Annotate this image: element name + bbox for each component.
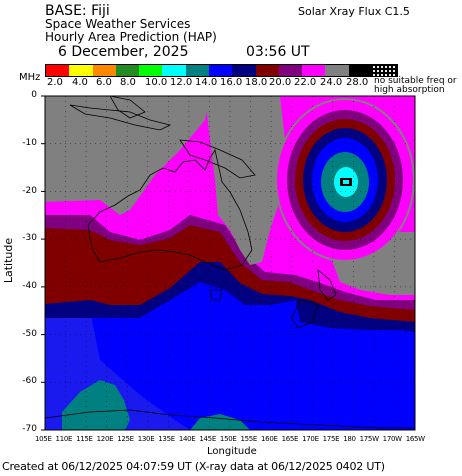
- y-axis-title: Latitude: [2, 237, 16, 284]
- x-axis-title: Longitude: [207, 446, 257, 457]
- forecast-time: 03:56 UT: [246, 44, 310, 60]
- teal-patch-east: [190, 414, 250, 430]
- gray-region-north-australia: [205, 96, 285, 265]
- product-label: Solar Xray Flux C1.5: [298, 5, 410, 18]
- legend-swatch: [302, 65, 326, 76]
- legend-unit-label: MHz: [19, 72, 41, 83]
- xtick-label: 145E: [199, 435, 216, 443]
- ytick-label-5: -50: [22, 329, 37, 339]
- plot-frame: [44, 95, 416, 431]
- xtick-label: 150E: [219, 435, 237, 443]
- ytick-label-7: -70: [22, 424, 37, 434]
- legend-label-12: 28.0: [346, 77, 369, 88]
- no-freq-swatch: [371, 64, 398, 77]
- legend-label-3: 8.0: [120, 77, 136, 88]
- legend-label-0: 2.0: [47, 77, 63, 88]
- legend-swatch: [162, 65, 186, 76]
- fiji-base-marker: [340, 178, 352, 186]
- xtick-label: 130E: [137, 435, 155, 443]
- legend-label-2: 6.0: [96, 77, 112, 88]
- new-zealand-north-coastline: [317, 269, 337, 301]
- purple-band: [45, 215, 415, 310]
- legend-swatch: [208, 65, 233, 76]
- legend-label-9: 20.0: [269, 77, 292, 88]
- legend-label-1: 4.0: [72, 77, 88, 88]
- legend-swatch: [46, 65, 70, 76]
- xtick-label: 160E: [261, 435, 278, 443]
- borneo-coastline: [109, 96, 146, 119]
- legend-swatch: [348, 65, 372, 76]
- antarctica-coastline: [45, 409, 415, 429]
- legend-swatch: [278, 65, 303, 76]
- indonesia-coastline: [69, 104, 172, 131]
- legend-swatch: [325, 65, 349, 76]
- product-name: Hourly Area Prediction (HAP): [45, 30, 217, 44]
- legend-label-10: 22.0: [294, 77, 317, 88]
- legend-label-5: 12.0: [170, 77, 193, 88]
- new-zealand-south-coastline: [291, 299, 319, 329]
- legend-swatch: [69, 65, 93, 76]
- legend-label-4: 10.0: [145, 77, 168, 88]
- xtick-label: 120E: [96, 435, 114, 443]
- xtick-label: 165W: [405, 435, 425, 443]
- australia-coastline: [87, 148, 253, 271]
- ytick-label-0: 0: [31, 90, 37, 100]
- legend-note-line2: high absorption: [374, 85, 445, 95]
- xtick-label: 180: [343, 435, 356, 443]
- ytick-label-4: -40: [22, 281, 37, 291]
- legend-note-line1: no suitable freq or: [374, 76, 457, 86]
- legend-swatch: [255, 65, 279, 76]
- xtick-label: 105E: [35, 435, 52, 443]
- xtick-label: 170W: [382, 435, 402, 443]
- xtick-label: 110E: [55, 435, 73, 443]
- legend-swatch: [115, 65, 140, 76]
- legend-swatch: [139, 65, 163, 76]
- maroon-band: [45, 225, 415, 322]
- legend-label-6: 14.0: [195, 77, 218, 88]
- legend-label-11: 24.0: [320, 77, 343, 88]
- ytick-label-3: -30: [22, 233, 37, 243]
- legend-swatch: [92, 65, 116, 76]
- xtick-label: 165E: [281, 435, 299, 443]
- new-guinea-coastline: [179, 139, 256, 179]
- ytick-label-6: -60: [22, 376, 37, 386]
- xtick-label: 125E: [117, 435, 134, 443]
- coastlines: [45, 96, 415, 429]
- grid-lines: [45, 96, 415, 430]
- xtick-label: 170E: [302, 435, 319, 443]
- ytick-label-2: -20: [22, 186, 37, 196]
- base-title: BASE: Fiji: [45, 3, 110, 19]
- forecast-date: 6 December, 2025: [58, 44, 189, 60]
- xtick-label: 140E: [178, 435, 196, 443]
- legend-swatch: [232, 65, 256, 76]
- xtick-label: 135E: [158, 435, 175, 443]
- legend-label-8: 18.0: [245, 77, 268, 88]
- xtick-label: 155E: [240, 435, 258, 443]
- legend-swatch: [185, 65, 209, 76]
- xtick-label: 115E: [76, 435, 93, 443]
- footer-created-at: Created at 06/12/2025 04:07:59 UT (X-ray…: [2, 460, 385, 473]
- legend-label-7: 16.0: [220, 77, 243, 88]
- xtick-label: 175E: [322, 435, 340, 443]
- service-name: Space Weather Services: [45, 17, 191, 31]
- xtick-label: 175W: [359, 435, 379, 443]
- axis-ticks: [41, 95, 45, 431]
- ytick-label-1: -10: [22, 138, 37, 148]
- legend-color-bar: [45, 64, 373, 77]
- x-axis-ticks: 105E 110E 115E 120E 125E 130E 135E 140E …: [35, 435, 425, 443]
- tasmania-coastline: [209, 289, 223, 301]
- teal-patch-west: [62, 380, 130, 430]
